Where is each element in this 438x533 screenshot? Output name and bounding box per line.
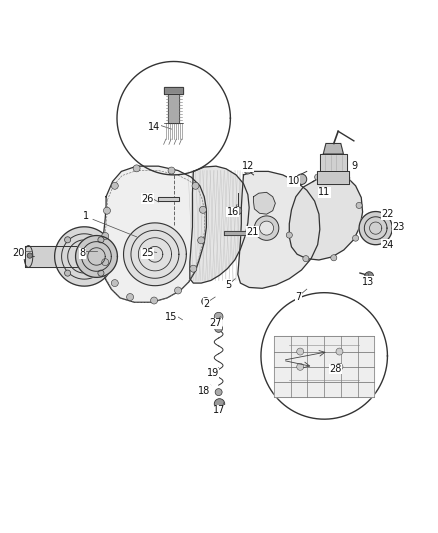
Circle shape [214,312,223,321]
Polygon shape [158,197,179,201]
Text: 22: 22 [380,209,393,219]
Circle shape [335,364,342,370]
Polygon shape [358,212,391,245]
Polygon shape [317,171,349,184]
Circle shape [296,364,303,370]
Circle shape [352,235,358,241]
Polygon shape [75,236,117,277]
Circle shape [64,237,71,243]
Text: 24: 24 [380,240,393,249]
Circle shape [111,182,118,189]
Text: 14: 14 [148,122,160,132]
Circle shape [259,221,273,235]
Circle shape [27,253,32,258]
Text: 23: 23 [391,222,404,232]
Text: 1: 1 [83,211,89,221]
Polygon shape [189,166,249,283]
Text: 27: 27 [208,318,221,328]
Text: 17: 17 [213,406,225,415]
Circle shape [302,256,308,262]
Text: 20: 20 [13,248,25,259]
Circle shape [343,175,349,181]
Circle shape [335,348,342,355]
Circle shape [214,325,222,333]
Circle shape [296,174,306,184]
Circle shape [126,294,133,301]
Text: 11: 11 [318,187,329,197]
Circle shape [64,270,71,276]
Polygon shape [54,227,114,286]
Polygon shape [237,172,319,288]
Circle shape [102,232,109,239]
Circle shape [355,203,361,208]
Polygon shape [322,143,343,154]
Circle shape [254,216,278,240]
Circle shape [286,232,292,238]
Text: 18: 18 [198,386,210,396]
Circle shape [314,174,320,180]
Circle shape [364,272,373,280]
Circle shape [189,265,196,272]
Text: 16: 16 [226,207,238,217]
Polygon shape [102,166,206,302]
Text: 13: 13 [361,277,373,287]
Text: 12: 12 [241,161,254,171]
Polygon shape [319,154,346,171]
Polygon shape [289,173,362,260]
Text: 2: 2 [203,298,209,309]
Polygon shape [223,231,245,235]
Polygon shape [168,94,179,123]
Circle shape [168,167,175,174]
Circle shape [197,237,204,244]
Polygon shape [273,336,374,398]
Circle shape [201,297,209,305]
Text: 28: 28 [328,364,340,374]
Circle shape [150,297,157,304]
Circle shape [233,207,241,215]
Circle shape [214,399,224,409]
Circle shape [98,270,104,276]
Text: 10: 10 [287,176,299,187]
Circle shape [98,237,104,243]
Text: 21: 21 [245,227,258,237]
Text: 15: 15 [165,312,177,322]
Circle shape [244,167,251,174]
Circle shape [296,348,303,355]
Text: 19: 19 [206,368,219,378]
Circle shape [102,259,109,265]
Polygon shape [253,192,275,214]
Text: 7: 7 [294,292,300,302]
Circle shape [199,206,206,213]
Circle shape [133,165,140,172]
Text: 5: 5 [225,280,231,290]
Text: 9: 9 [351,161,357,171]
Polygon shape [123,223,186,286]
Circle shape [330,255,336,261]
Circle shape [174,287,181,294]
Text: 25: 25 [141,248,153,259]
Polygon shape [164,87,183,94]
Circle shape [103,207,110,214]
Circle shape [191,182,198,189]
Circle shape [215,389,222,395]
Text: 8: 8 [79,248,85,259]
Circle shape [111,280,118,287]
Text: 26: 26 [141,194,153,204]
